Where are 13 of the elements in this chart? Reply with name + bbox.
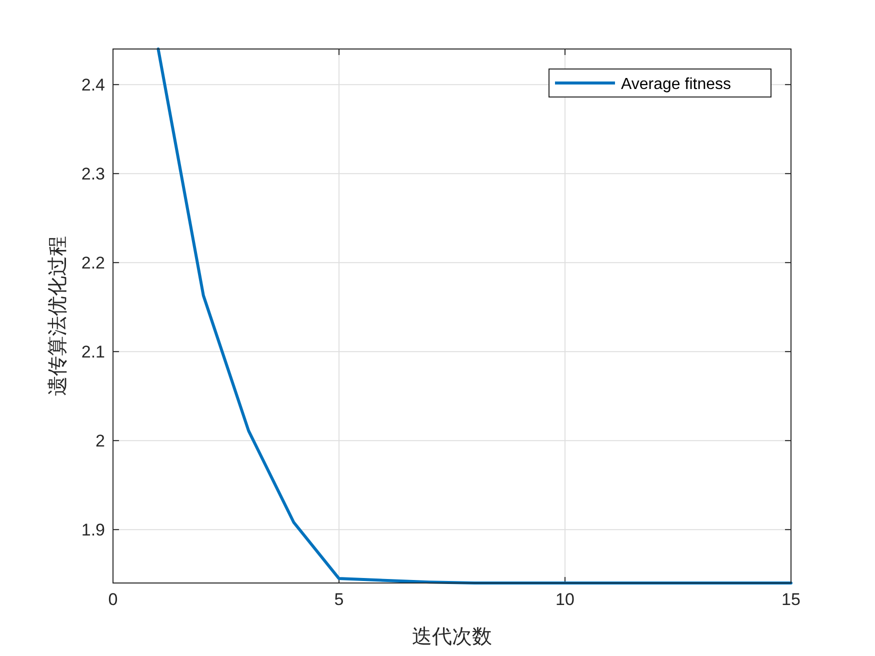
y-axis-title: 遗传算法优化过程	[47, 236, 69, 396]
y-tick-label: 2	[96, 432, 105, 451]
x-tick-label: 10	[556, 590, 574, 609]
x-tick-label: 5	[334, 590, 344, 609]
legend-label: Average fitness	[621, 76, 731, 93]
y-tick-label: 2.3	[81, 164, 105, 184]
y-tick-label: 2.4	[81, 76, 105, 95]
x-tick-label: 15	[782, 590, 800, 609]
y-tick-label: 2.1	[81, 342, 105, 362]
x-axis-title: 迭代次数	[412, 626, 492, 648]
x-tick-label: 0	[108, 590, 118, 609]
y-tick-label: 2.2	[81, 254, 105, 273]
y-tick-label: 1.9	[81, 520, 105, 540]
